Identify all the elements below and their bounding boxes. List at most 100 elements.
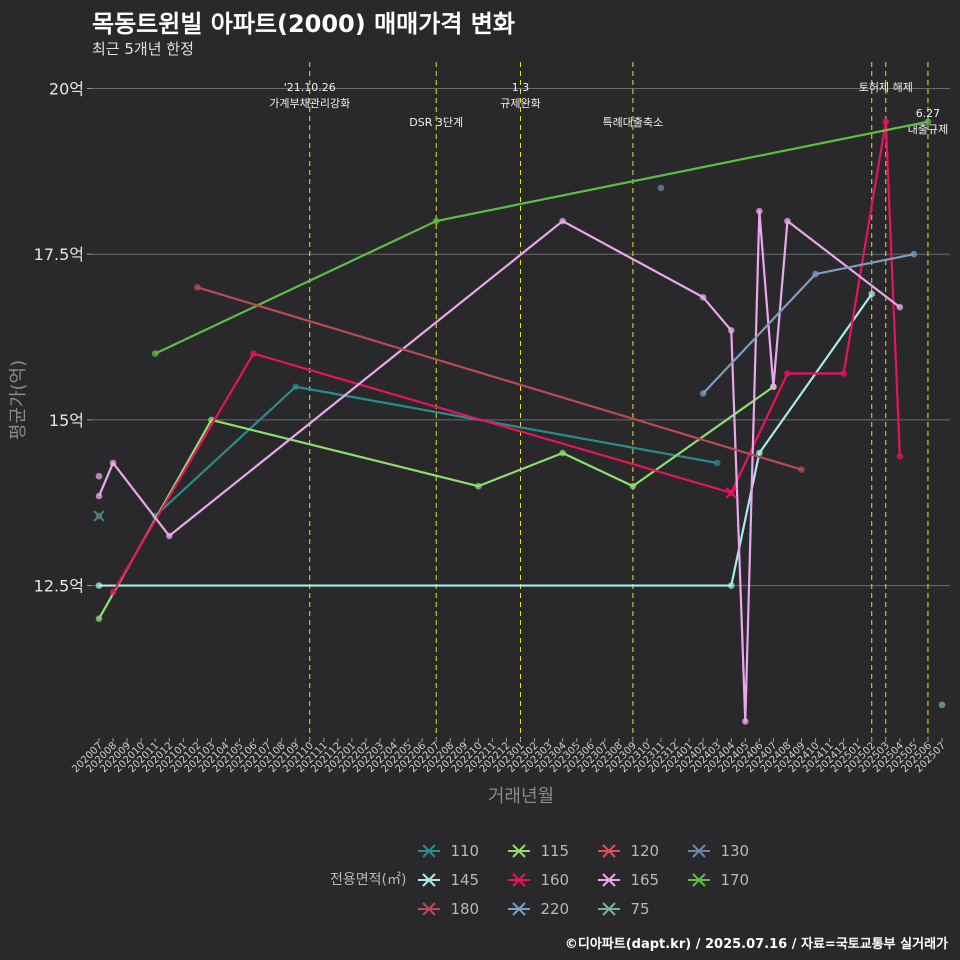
data-point-160 — [250, 350, 257, 357]
y-tick-label: 20억 — [49, 80, 84, 99]
policy-annotation-label: 특례대출축소 — [603, 116, 664, 129]
data-point-165 — [784, 217, 791, 225]
legend-swatch-stroke — [512, 843, 527, 858]
data-point-165 — [770, 383, 777, 391]
legend-label: 110 — [450, 841, 480, 860]
data-point-165 — [756, 207, 763, 215]
legend-swatch-icon — [688, 843, 711, 858]
series-line-165 — [97, 210, 901, 723]
legend-item-115: 115 — [508, 836, 598, 865]
data-point-165 — [165, 532, 173, 540]
legend-grid: 110 115 120 130 145 160 165 170 180 220 75 — [418, 836, 778, 923]
legend-swatch-icon — [418, 843, 441, 858]
legend-swatch-icon — [508, 843, 531, 858]
legend-swatch-stroke — [602, 843, 617, 858]
data-point-145 — [95, 582, 103, 589]
data-point-130 — [657, 184, 665, 192]
data-point-110 — [292, 383, 300, 391]
legend-swatch-stroke — [602, 872, 617, 887]
legend-label: 160 — [540, 870, 570, 889]
legend-item-165: 165 — [598, 865, 688, 894]
legend-swatch-stroke — [512, 872, 527, 887]
marker-stroke — [93, 510, 105, 522]
footer-credit: ©디아파트(dapt.kr) / 2025.07.16 / 자료=국토교통부 실… — [564, 937, 948, 952]
data-point-170 — [151, 350, 159, 357]
marker-stroke — [725, 487, 737, 499]
data-point-115 — [475, 482, 482, 490]
data-point-160 — [840, 370, 847, 377]
data-point-165 — [727, 327, 735, 334]
legend-title: 전용면적(㎡) — [330, 872, 407, 888]
data-point-160 — [109, 588, 117, 596]
series-line-160 — [112, 120, 901, 593]
data-point-115 — [95, 615, 103, 623]
data-point-165 — [95, 472, 103, 480]
data-point-180 — [194, 284, 201, 291]
legend-item-75: 75 — [598, 894, 688, 923]
y-tick-label: 15억 — [49, 411, 84, 430]
legend: 전용면적(㎡) 110 115 120 130 145 160 165 170 180 220 75 — [330, 836, 778, 923]
data-point-145 — [727, 582, 735, 589]
legend-item-120: 120 — [598, 836, 688, 865]
data-point-145 — [756, 449, 763, 457]
legend-swatch-icon — [508, 901, 531, 916]
legend-swatch-stroke — [422, 843, 437, 858]
legend-swatch-stroke — [422, 872, 437, 887]
data-point-170 — [432, 217, 440, 225]
legend-swatch-icon — [598, 872, 621, 887]
policy-annotation-label: '21.10.26 — [284, 81, 336, 94]
data-point-x-160 — [725, 487, 737, 499]
legend-item-130: 130 — [688, 836, 778, 865]
policy-annotation-label: 가계부채관리강화 — [269, 97, 350, 110]
policy-annotation-label: 토허제 해제 — [859, 80, 913, 94]
data-point-165 — [742, 718, 749, 725]
data-point-115 — [629, 482, 637, 490]
legend-label: 170 — [720, 870, 750, 889]
legend-swatch-icon — [418, 872, 441, 887]
data-point-165 — [109, 459, 117, 467]
data-point-160 — [784, 370, 791, 377]
legend-item-160: 160 — [508, 865, 598, 894]
legend-swatch-stroke — [422, 901, 437, 916]
legend-swatch-icon — [418, 901, 441, 916]
y-tick-label: 12.5억 — [34, 577, 84, 596]
data-point-110 — [713, 459, 721, 467]
legend-swatch-stroke — [692, 843, 707, 858]
legend-swatch-icon — [598, 901, 621, 916]
data-point-220 — [812, 270, 819, 278]
chart-title: 목동트윈빌 아파트(2000) 매매가격 변화 — [92, 10, 515, 38]
y-axis-label: 평균가(억) — [8, 360, 29, 440]
legend-label: 145 — [450, 870, 480, 889]
policy-annotation-label: 대출규제 — [908, 123, 948, 136]
data-point-75 — [938, 701, 946, 709]
legend-label: 120 — [630, 841, 660, 860]
data-point-160 — [896, 453, 904, 460]
legend-swatch-icon — [688, 872, 711, 887]
data-point-165 — [559, 217, 566, 225]
data-point-180 — [798, 466, 805, 473]
data-point-220 — [910, 250, 918, 258]
data-point-x-110 — [93, 510, 105, 522]
data-point-145 — [868, 290, 876, 298]
legend-item-220: 220 — [508, 894, 598, 923]
legend-swatch-stroke — [512, 901, 527, 916]
y-tick-label: 17.5억 — [34, 245, 84, 264]
data-point-220 — [699, 390, 707, 397]
legend-swatch-icon — [508, 872, 531, 887]
legend-item-145: 145 — [418, 865, 508, 894]
data-point-160 — [882, 118, 890, 125]
chart-subtitle: 최근 5개년 한정 — [92, 40, 194, 58]
legend-item-110: 110 — [418, 836, 508, 865]
x-axis-label: 거래년월 — [488, 786, 554, 807]
policy-annotation-label: DSR 3단계 — [409, 116, 463, 129]
legend-label: 75 — [630, 899, 650, 918]
legend-label: 115 — [540, 841, 570, 860]
data-point-170 — [924, 118, 932, 125]
data-point-165 — [95, 492, 103, 500]
legend-label: 180 — [450, 899, 480, 918]
series-line-180 — [197, 286, 802, 471]
legend-swatch-icon — [598, 843, 621, 858]
legend-item-180: 180 — [418, 894, 508, 923]
data-point-115 — [559, 449, 566, 457]
